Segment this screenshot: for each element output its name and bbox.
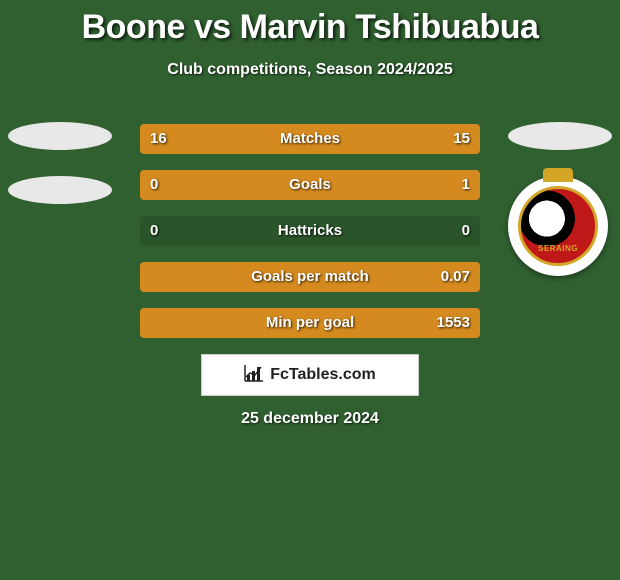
page-title: Boone vs Marvin Tshibuabua xyxy=(0,0,620,47)
stat-row: 0Hattricks0 xyxy=(140,216,480,246)
stat-row: Min per goal1553 xyxy=(140,308,480,338)
club-badge: SERAING xyxy=(508,176,608,276)
stat-value-right: 1 xyxy=(462,170,470,200)
stats-bars: 16Matches150Goals10Hattricks0Goals per m… xyxy=(140,124,480,354)
stat-label: Goals xyxy=(140,170,480,200)
logo-text: FcTables.com xyxy=(270,366,376,384)
club-badge-label: SERAING xyxy=(521,244,595,253)
placeholder-ellipse xyxy=(8,122,112,150)
left-player-badges xyxy=(8,122,112,230)
crown-icon xyxy=(543,168,573,182)
stat-value-right: 1553 xyxy=(437,308,470,338)
stat-row: Goals per match0.07 xyxy=(140,262,480,292)
stat-label: Hattricks xyxy=(140,216,480,246)
fctables-logo: FcTables.com xyxy=(201,354,419,396)
stat-value-right: 0 xyxy=(462,216,470,246)
stat-row: 16Matches15 xyxy=(140,124,480,154)
stat-label: Goals per match xyxy=(140,262,480,292)
stat-value-right: 15 xyxy=(453,124,470,154)
date-text: 25 december 2024 xyxy=(0,410,620,428)
stat-value-right: 0.07 xyxy=(441,262,470,292)
subtitle: Club competitions, Season 2024/2025 xyxy=(0,61,620,79)
club-badge-inner: SERAING xyxy=(518,186,598,266)
stat-label: Min per goal xyxy=(140,308,480,338)
chart-icon xyxy=(244,364,264,387)
placeholder-ellipse xyxy=(8,176,112,204)
right-player-badges: SERAING xyxy=(508,122,612,276)
stat-row: 0Goals1 xyxy=(140,170,480,200)
placeholder-ellipse xyxy=(508,122,612,150)
stat-label: Matches xyxy=(140,124,480,154)
